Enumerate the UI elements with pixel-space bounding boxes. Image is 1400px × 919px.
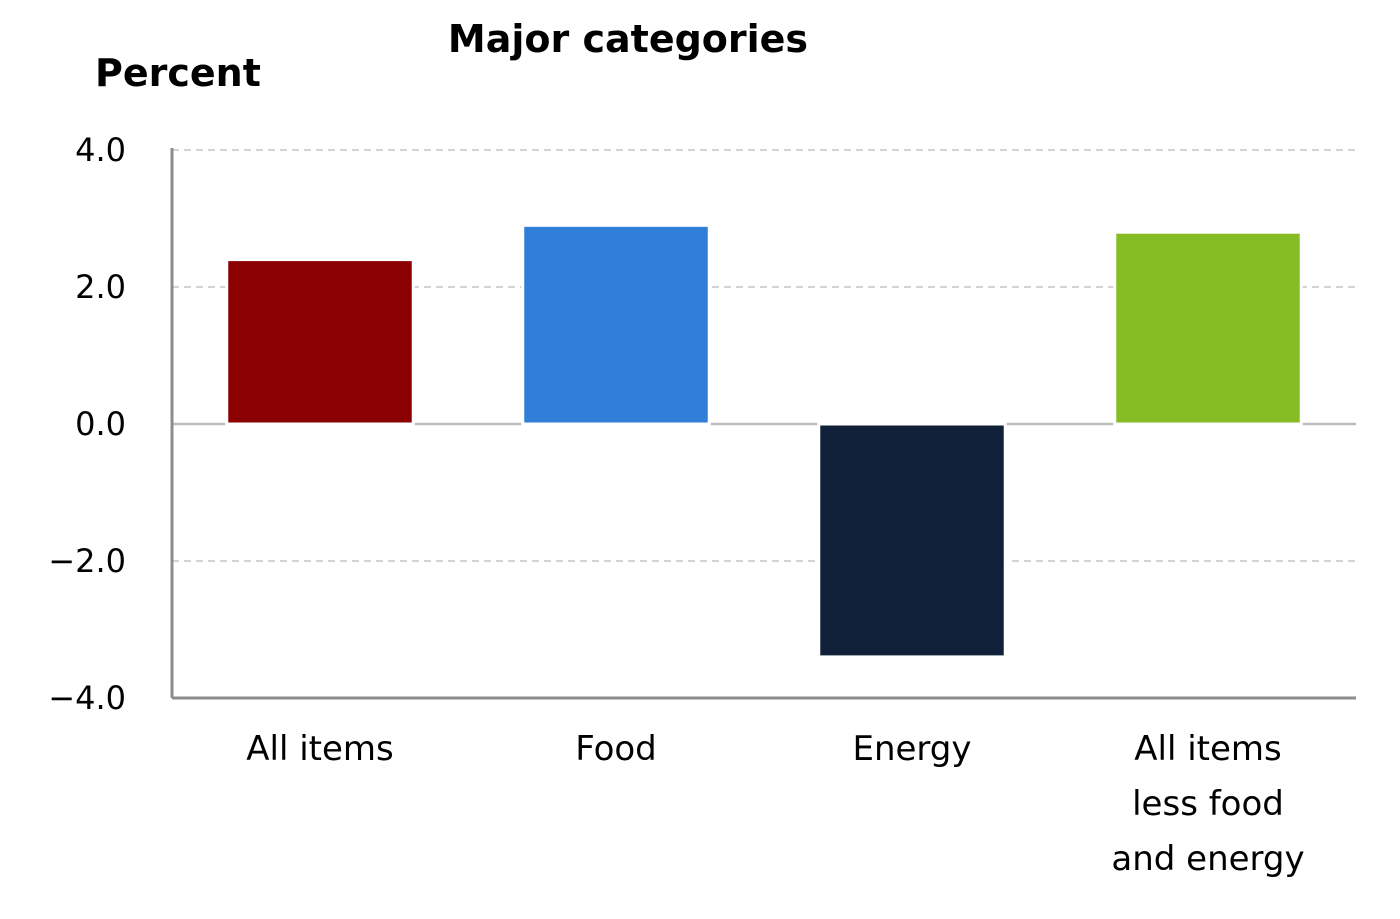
y-tick-label: −2.0 [48,542,126,580]
y-tick-label: 4.0 [75,131,126,169]
bars [225,223,1303,659]
bar-food [521,223,711,426]
category-label: All items [246,729,394,769]
axes [170,148,1356,700]
bar-all-items [225,258,415,426]
category-label: Energy [852,729,971,769]
y-tick-label: 0.0 [75,405,126,443]
y-axis-label: Percent [95,51,261,95]
y-tick-label: −4.0 [48,679,126,717]
bar-energy [817,422,1007,659]
category-label: All items less food and energy [1111,729,1304,879]
chart-title: Major categories [448,17,808,61]
category-labels: All items Food Energy All items less food and… [246,729,1304,879]
bar-all-items-less-food-and-energy [1113,230,1303,426]
y-tick-labels: 4.0 2.0 0.0 −2.0 −4.0 [48,131,126,717]
category-label: Food [575,729,657,769]
y-tick-label: 2.0 [75,268,126,306]
